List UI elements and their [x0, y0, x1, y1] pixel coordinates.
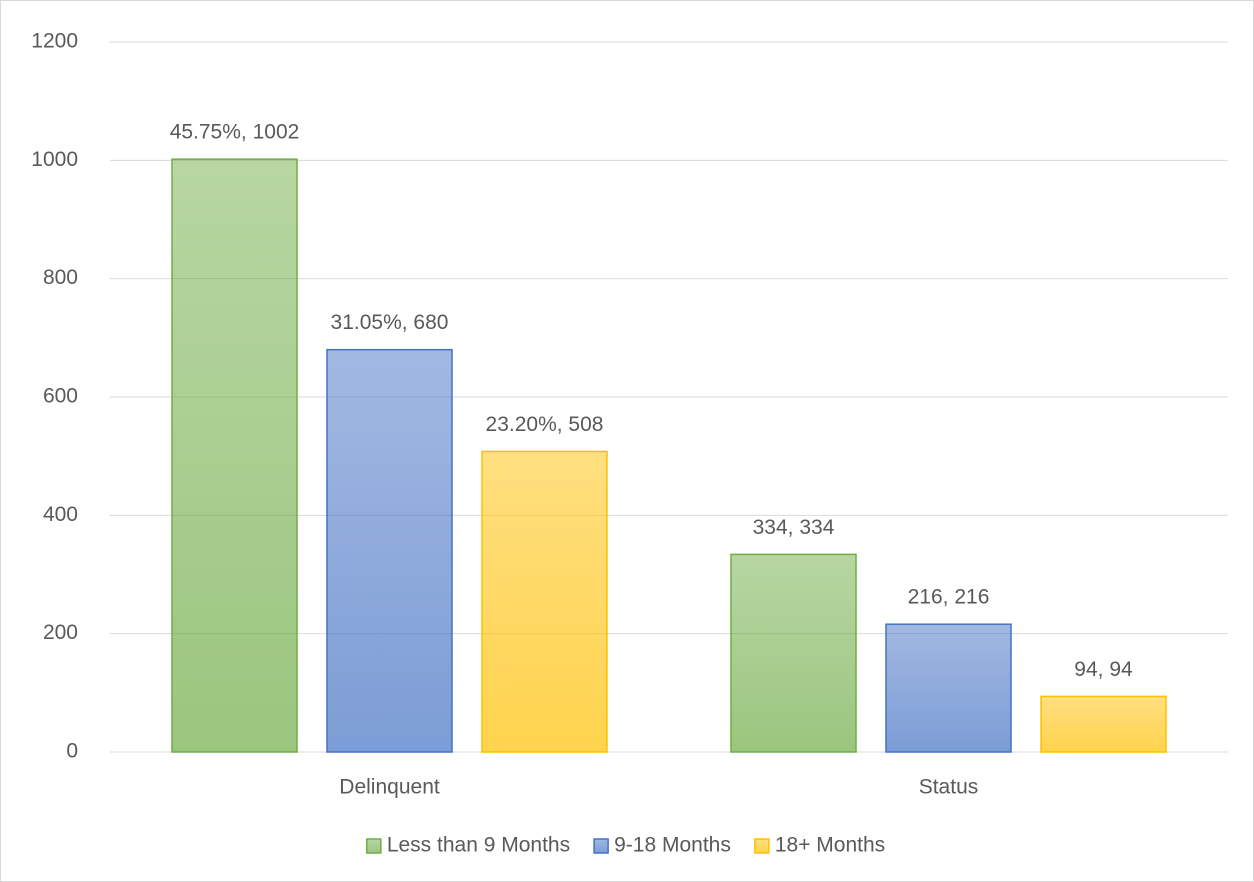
bar: [326, 348, 453, 753]
y-tick-label: 200: [43, 621, 78, 644]
data-label: 31.05%, 680: [331, 311, 449, 334]
bar: [885, 623, 1012, 753]
legend-label: Less than 9 Months: [387, 834, 570, 857]
y-tick-label: 400: [43, 503, 78, 526]
legend-swatch: [366, 838, 382, 854]
legend-swatch: [754, 838, 770, 854]
legend-label: 18+ Months: [775, 834, 885, 857]
data-label: 94, 94: [1074, 658, 1133, 681]
y-tick-label: 1200: [31, 30, 78, 53]
y-tick-label: 600: [43, 385, 78, 408]
data-label: 334, 334: [753, 516, 835, 539]
data-label: 45.75%, 1002: [170, 121, 300, 144]
bar: [730, 553, 857, 753]
y-tick-label: 800: [43, 266, 78, 289]
bar: [171, 158, 298, 753]
bar: [1040, 695, 1167, 753]
legend-swatch: [593, 838, 609, 854]
bar: [481, 450, 608, 753]
y-tick-label: 1000: [31, 148, 78, 171]
data-label: 216, 216: [908, 586, 990, 609]
data-label: 23.20%, 508: [486, 413, 604, 436]
legend-label: 9-18 Months: [614, 834, 731, 857]
y-tick-label: 0: [66, 740, 78, 763]
x-tick-label: Delinquent: [339, 776, 440, 799]
x-tick-label: Status: [919, 776, 979, 799]
